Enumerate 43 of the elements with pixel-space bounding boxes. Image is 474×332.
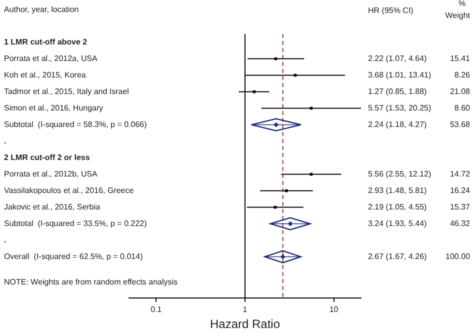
text: 8.60 <box>454 103 471 112</box>
text: HR (95% CI) <box>368 6 414 16</box>
y-tick-label: Subtotal (I-squared = 33.5%, p = 0.222) <box>4 218 148 228</box>
y-tick-label: . <box>4 136 6 146</box>
text: 3.24 (1.93, 5.44) <box>368 218 428 228</box>
y-tick-label: Koh et al., 2015, Korea <box>4 70 86 80</box>
text: 21.08 <box>450 86 471 96</box>
y-tick-label: . <box>4 235 6 244</box>
text: 2.22 (1.07, 4.64) <box>368 54 428 63</box>
text: 2.24 (1.18, 4.27) <box>368 120 428 129</box>
text: % <box>458 0 466 8</box>
text: 3.68 (1.01, 13.41) <box>368 70 432 80</box>
text: 2.67 (1.67, 4.26) <box>368 252 428 261</box>
text: Author, year, location <box>4 5 79 14</box>
x-tick-label: 0.1 <box>150 305 162 314</box>
text: 46.32 <box>450 218 471 228</box>
text: 100.00 <box>446 252 471 261</box>
text: 5.57 (1.53, 20.25) <box>368 103 432 112</box>
y-tick-label: Porrata et al., 2012a, USA <box>4 54 98 63</box>
text: 2.19 (1.05, 4.55) <box>368 202 428 212</box>
text: Weight <box>445 11 471 20</box>
y-tick-label: Simon et al., 2016, Hungary <box>4 103 104 112</box>
text: 5.56 (2.55, 12.12) <box>368 169 432 178</box>
y-tick-label: Porrata et al., 2012b, USA <box>4 169 98 178</box>
y-tick-label: Subtotal (I-squared = 58.3%, p = 0.066) <box>4 120 148 129</box>
x-axis-title: Hazard Ratio <box>210 317 280 332</box>
text: 15.37 <box>450 202 471 212</box>
text: 2.93 (1.48, 5.81) <box>368 186 428 195</box>
y-tick-label: Jakovic et al., 2016, Serbia <box>4 202 101 212</box>
text: 53.68 <box>450 120 471 129</box>
text: 16.24 <box>450 186 471 195</box>
text: 14.72 <box>450 169 471 178</box>
y-tick-label: 2 LMR cut-off 2 or less <box>4 152 90 162</box>
y-tick-label: Tadmor et al., 2015, Italy and Israel <box>4 86 130 96</box>
text: 1.27 (0.85, 1.88) <box>368 86 428 96</box>
text: NOTE: Weights are from random effects analysis <box>4 278 178 287</box>
y-tick-label: Overall (I-squared = 62.5%, p = 0.014) <box>4 252 144 261</box>
text: 8.26 <box>454 70 471 80</box>
y-tick-label: 1 LMR cut-off above 2 <box>4 37 88 46</box>
x-tick-label: 1 <box>242 305 248 314</box>
y-tick-label: Vassilakopoulos et al., 2016, Greece <box>4 186 134 195</box>
x-tick-label: 10 <box>329 305 339 314</box>
text: 15.41 <box>450 54 471 63</box>
